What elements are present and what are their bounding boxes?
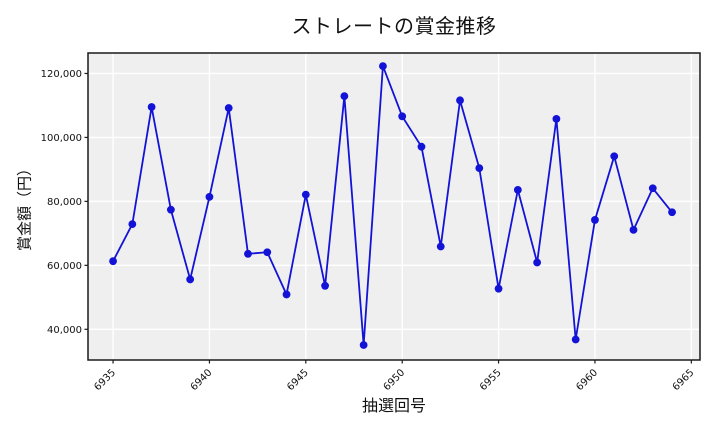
plot-area [88,53,700,360]
data-point [359,341,368,349]
x-tick-label: 6945 [285,367,311,393]
data-point [552,114,561,123]
data-point [186,275,195,284]
data-point [668,208,676,217]
data-point [571,335,580,344]
y-tick-label: 120,000 [41,69,82,80]
y-tick-label: 100,000 [41,133,82,144]
data-point [263,248,272,257]
data-point [398,112,407,121]
data-point [282,290,291,299]
data-point [205,193,214,201]
y-tick-label: 80,000 [47,197,82,208]
data-point [648,184,657,193]
y-tick-label: 40,000 [47,325,82,336]
x-tick-label: 6955 [478,367,504,393]
data-point [109,257,117,266]
data-point [610,152,619,161]
data-point [128,220,137,228]
data-point [379,62,387,71]
data-point [629,225,638,234]
data-point [456,96,464,105]
data-point [166,205,175,214]
x-tick-label: 6965 [671,367,697,393]
x-tick-label: 6940 [189,367,215,393]
data-point [494,284,503,293]
data-point [436,242,445,251]
line-series [112,65,673,346]
x-tick-label: 6960 [574,367,600,393]
y-axis-label: 賞金額（円） [15,160,34,252]
chart-title: ストレートの賞金推移 [291,14,497,38]
x-tick-label: 6935 [92,367,118,393]
data-point [513,185,522,194]
data-point [591,216,599,224]
data-point [147,103,156,111]
y-tick-label: 60,000 [47,261,82,272]
data-point [224,104,233,112]
data-point [321,281,329,290]
data-point [475,164,484,173]
data-point [301,190,310,199]
data-point [340,92,349,101]
data-point [533,258,542,267]
data-point [244,249,252,258]
data-point [417,142,426,151]
x-axis-label: 抽選回号 [361,396,426,415]
axes-spines [87,52,701,361]
x-tick-label: 6950 [382,367,408,393]
